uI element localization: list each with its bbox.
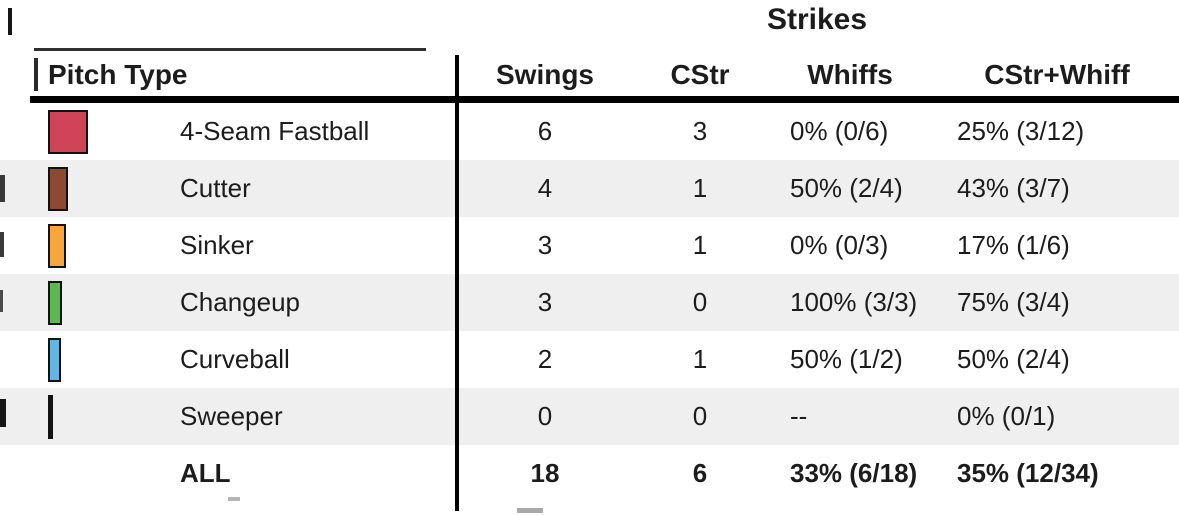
column-divider-rule — [455, 55, 459, 511]
column-header-pitch-type[interactable]: Pitch Type — [48, 59, 188, 90]
pitch-color-swatch — [48, 166, 68, 211]
table-rows-area: 4-Seam Fastball 6 3 0% (0/6) 25% (3/12) … — [0, 103, 1179, 502]
cstr-whiff-value: 25% (3/12) — [957, 116, 1085, 146]
pitch-name: Sweeper — [180, 401, 283, 431]
crop-artifact — [34, 58, 38, 91]
pitch-color-swatch — [48, 109, 88, 154]
column-header-cstr[interactable]: CStr — [670, 59, 730, 90]
total-cstr-whiff-value: 35% (12/34) — [957, 458, 1099, 488]
cstr-value: 1 — [692, 344, 708, 374]
table-row: 4-Seam Fastball 6 3 0% (0/6) 25% (3/12) — [0, 103, 1179, 160]
table-header-row: Pitch Type Swings CStr Whiffs CStr+Whiff — [0, 53, 1179, 97]
swings-value: 4 — [537, 173, 553, 203]
total-swings-value: 18 — [530, 458, 560, 488]
total-cstr-value: 6 — [692, 458, 708, 488]
cstr-value: 0 — [692, 287, 708, 317]
cstr-whiff-value: 50% (2/4) — [957, 344, 1070, 374]
pitch-swatch-box — [48, 223, 180, 268]
total-whiffs-value: 33% (6/18) — [790, 458, 918, 488]
whiffs-value: -- — [790, 401, 808, 431]
table-total-row: ALL 18 6 33% (6/18) 35% (12/34) — [0, 445, 1179, 502]
whiffs-value: 0% (0/3) — [790, 230, 889, 260]
pitch-type-cell: 4-Seam Fastball — [0, 109, 455, 154]
pitch-type-cell: Curveball — [0, 337, 455, 382]
crop-artifact — [0, 399, 6, 427]
crop-artifact — [228, 497, 240, 501]
pitch-type-cell: Sinker — [0, 223, 455, 268]
swings-value: 2 — [537, 344, 553, 374]
pitch-swatch-box — [48, 394, 180, 439]
swings-value: 3 — [537, 230, 553, 260]
cstr-whiff-value: 75% (3/4) — [957, 287, 1070, 317]
pitch-name: Curveball — [180, 344, 290, 374]
pitch-type-cell: Sweeper — [0, 394, 455, 439]
whiffs-value: 50% (2/4) — [790, 173, 903, 203]
pitch-name: Sinker — [180, 230, 254, 260]
cstr-value: 3 — [692, 116, 708, 146]
total-label: ALL — [180, 458, 231, 488]
cstr-value: 0 — [692, 401, 708, 431]
cstr-whiff-value: 0% (0/1) — [957, 401, 1056, 431]
header-bottom-rule — [30, 96, 1179, 103]
table-row: Changeup 3 0 100% (3/3) 75% (3/4) — [0, 274, 1179, 331]
pitch-color-swatch — [48, 394, 53, 439]
swings-value: 6 — [537, 116, 553, 146]
pitch-name: Cutter — [180, 173, 251, 203]
pitch-type-cell: ALL — [0, 458, 455, 489]
table-group-title: Strikes — [766, 3, 868, 36]
whiffs-value: 50% (1/2) — [790, 344, 903, 374]
crop-artifact — [517, 508, 543, 513]
pitch-swatch-box — [48, 166, 180, 211]
crop-artifact — [0, 175, 5, 202]
table-row: Sweeper 0 0 -- 0% (0/1) — [0, 388, 1179, 445]
pitch-type-cell: Cutter — [0, 166, 455, 211]
swings-value: 3 — [537, 287, 553, 317]
pitch-color-swatch — [48, 223, 66, 268]
cstr-whiff-value: 17% (1/6) — [957, 230, 1070, 260]
crop-artifact — [0, 290, 3, 312]
pitch-swatch-box — [48, 280, 180, 325]
cstr-whiff-value: 43% (3/7) — [957, 173, 1070, 203]
pitch-type-cell: Changeup — [0, 280, 455, 325]
whiffs-value: 0% (0/6) — [790, 116, 889, 146]
pitch-color-swatch — [48, 280, 62, 325]
column-header-whiffs[interactable]: Whiffs — [807, 59, 893, 90]
crop-artifact — [8, 8, 12, 35]
pitch-name: Changeup — [180, 287, 300, 317]
column-header-cstr-whiff[interactable]: CStr+Whiff — [984, 59, 1130, 90]
cstr-value: 1 — [692, 230, 708, 260]
pitch-color-swatch — [48, 337, 61, 382]
pitch-name: 4-Seam Fastball — [180, 116, 370, 146]
table-row: Curveball 2 1 50% (1/2) 50% (2/4) — [0, 331, 1179, 388]
crop-artifact — [0, 232, 4, 257]
column-header-swings[interactable]: Swings — [495, 59, 594, 90]
pitch-swatch-box — [48, 109, 180, 154]
table-row: Cutter 4 1 50% (2/4) 43% (3/7) — [0, 160, 1179, 217]
table-row: Sinker 3 1 0% (0/3) 17% (1/6) — [0, 217, 1179, 274]
swings-value: 0 — [537, 401, 553, 431]
cstr-value: 1 — [692, 173, 708, 203]
header-top-rule — [34, 48, 426, 51]
whiffs-value: 100% (3/3) — [790, 287, 918, 317]
table-body: 4-Seam Fastball 6 3 0% (0/6) 25% (3/12) … — [0, 103, 1179, 445]
pitch-swatch-box — [48, 337, 180, 382]
